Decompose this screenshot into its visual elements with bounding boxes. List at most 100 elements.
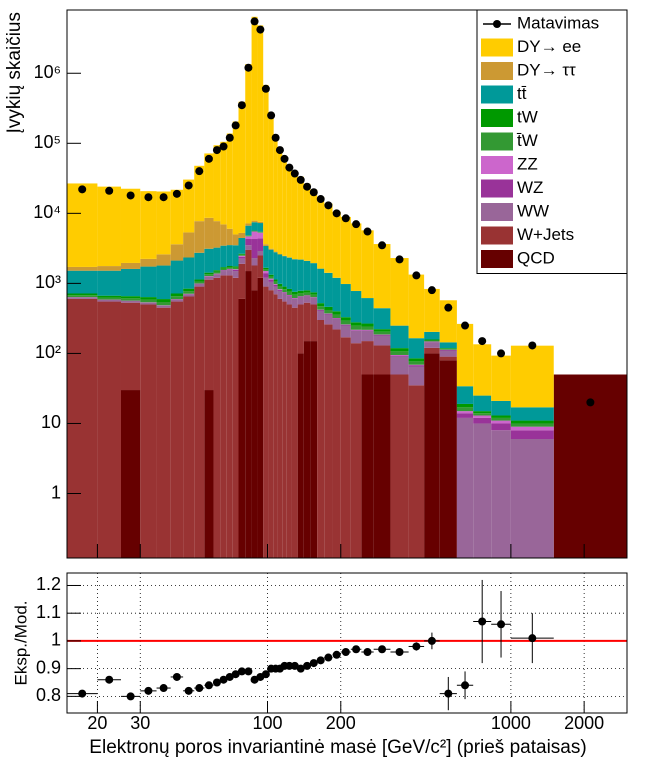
histogram-bar [282, 292, 287, 294]
histogram-bar [268, 279, 274, 282]
histogram-bar [273, 279, 278, 282]
histogram-bar [291, 259, 298, 292]
histogram-bar [268, 112, 274, 249]
histogram-bar [120, 298, 141, 301]
histogram-bar [510, 423, 554, 427]
histogram-bar [170, 301, 184, 558]
histogram-bar [245, 236, 252, 240]
histogram-bar [310, 292, 318, 295]
histogram-bar [277, 146, 283, 255]
histogram-bar [204, 248, 214, 273]
histogram-bar [251, 239, 258, 259]
legend-swatch [481, 85, 513, 104]
histogram-bar [204, 274, 214, 277]
histogram-bar [245, 225, 252, 236]
histogram-bar [286, 295, 292, 297]
ratio-point [412, 642, 421, 651]
histogram-bar [232, 269, 239, 272]
histogram-bar [156, 299, 171, 303]
histogram-bar [257, 255, 264, 278]
histogram-bar [317, 310, 325, 321]
histogram-bar [286, 296, 292, 305]
ratio-point [126, 692, 135, 701]
histogram-bar [204, 279, 214, 391]
data-point [271, 133, 280, 142]
histogram-bar [156, 302, 171, 306]
histogram-bar [350, 322, 362, 326]
legend-swatch [481, 132, 513, 151]
ratio-point [444, 689, 453, 698]
histogram-bar [439, 300, 457, 343]
histogram-bar [286, 164, 292, 258]
histogram-bar [194, 252, 205, 280]
histogram-bar [424, 342, 440, 348]
histogram-bar [373, 329, 391, 332]
histogram-bar [456, 411, 474, 414]
histogram-bar [268, 276, 274, 279]
histogram-bar [317, 303, 325, 307]
legend-label: t̄W [516, 131, 538, 150]
histogram-bar [273, 252, 278, 280]
histogram-bar [251, 222, 258, 231]
histogram-bar [317, 320, 325, 558]
legend-label: WW [517, 201, 549, 220]
histogram-bar [273, 134, 278, 252]
histogram-bar [277, 289, 283, 291]
data-point [395, 255, 404, 264]
histogram-bar [340, 320, 351, 325]
histogram-bar [194, 283, 205, 287]
histogram-bar [268, 249, 274, 275]
ratio-point [261, 670, 270, 679]
histogram-bar [263, 286, 269, 558]
histogram-bar [220, 141, 227, 225]
histogram-bar [257, 223, 264, 232]
histogram-bar [156, 191, 171, 255]
histogram-bar [373, 345, 391, 375]
histogram-bar [245, 245, 252, 250]
histogram-bar [361, 326, 374, 330]
histogram-bar [268, 278, 274, 280]
histogram-bar [232, 266, 239, 268]
data-point [261, 84, 270, 93]
histogram-bar [317, 309, 325, 311]
data-point [231, 121, 240, 130]
histogram-bar [491, 423, 511, 431]
histogram-bar [194, 221, 205, 253]
histogram-bar [373, 331, 391, 335]
histogram-bar [97, 186, 121, 267]
axes: 1 10 10² 10³ 10⁴ 10⁵ 10⁶ Matavimas DY→ ee DY→ ττ t… [33, 9, 628, 733]
histogram-bar [332, 277, 341, 312]
histogram-bar [257, 238, 264, 251]
histogram-bar [263, 267, 269, 270]
ratio-point [341, 648, 350, 657]
histogram-bar [297, 293, 304, 297]
ratio-point [497, 620, 506, 629]
legend-label: ZZ [517, 154, 538, 173]
ratio-plot [67, 573, 627, 713]
histogram-bar [238, 298, 246, 558]
histogram-bar [286, 257, 292, 289]
histogram-bar [390, 356, 409, 375]
histogram-bar [226, 269, 233, 271]
histogram-bar [373, 244, 391, 309]
data-point [461, 321, 470, 330]
histogram-bar [97, 295, 121, 298]
y-tick-label: 1.2 [36, 574, 61, 594]
histogram-bar [251, 16, 258, 221]
data-point [341, 214, 350, 223]
data-point [280, 154, 289, 163]
ratio-point [105, 675, 114, 684]
histogram-bar [303, 296, 311, 303]
histogram-bar [67, 298, 98, 558]
data-point [126, 191, 135, 200]
histogram-bar [277, 254, 283, 284]
data-point [172, 189, 181, 198]
histogram-bar [361, 330, 374, 342]
data-point [219, 142, 228, 151]
histogram-bar [291, 307, 298, 558]
histogram-bar [140, 258, 157, 267]
y-tick-label: 10² [35, 342, 61, 362]
histogram-bar [350, 325, 362, 330]
histogram-bar [257, 232, 264, 239]
